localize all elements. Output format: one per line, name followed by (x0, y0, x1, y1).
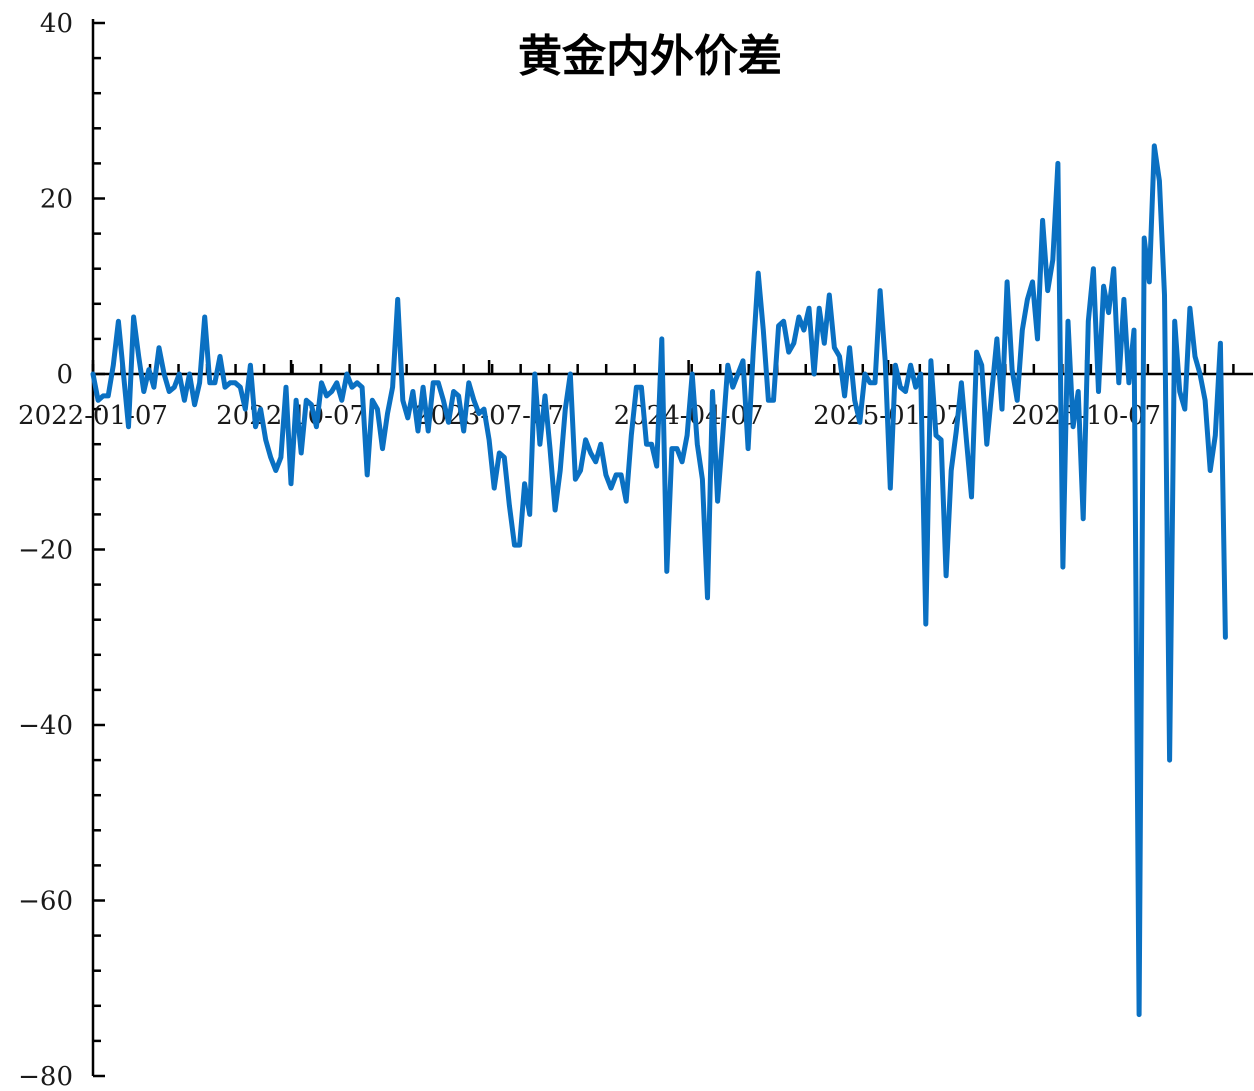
x-tick-label: 2022-10-07 (216, 401, 366, 431)
x-tick-label: 2022-01-07 (18, 401, 168, 431)
series-line (90, 143, 1228, 1018)
series-layer (90, 143, 1228, 1018)
y-axis: 40 20 0 −20 −40 −60 −80 (18, 9, 105, 1091)
y-tick-label: 40 (40, 9, 73, 39)
chart-title: 黄金内外价差 (518, 31, 782, 82)
y-tick-label: −40 (18, 711, 73, 741)
y-tick-label: 20 (40, 185, 73, 215)
y-tick-label: −60 (18, 887, 73, 917)
y-tick-label: −80 (18, 1062, 73, 1091)
y-tick-label: −20 (18, 536, 73, 566)
y-tick-label: 0 (56, 360, 73, 390)
